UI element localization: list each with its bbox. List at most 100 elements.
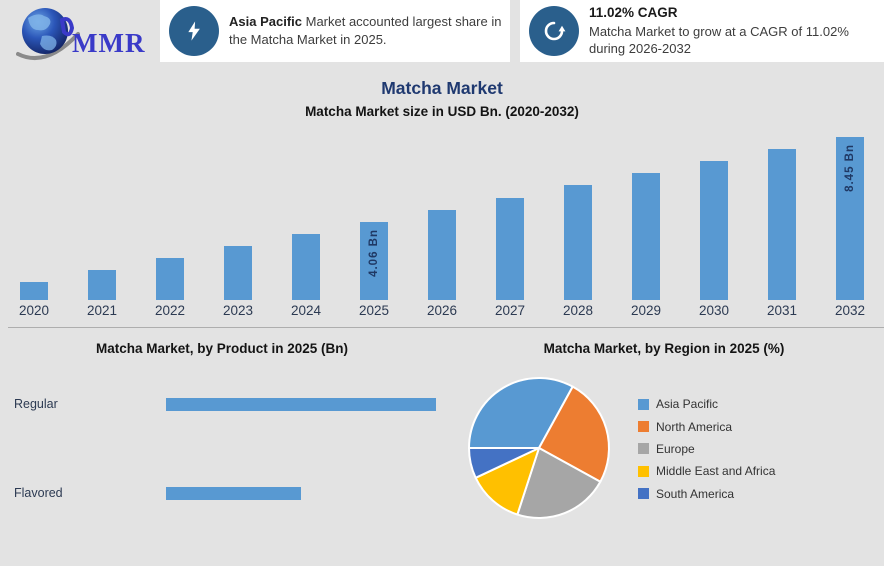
- legend-swatch: [638, 443, 649, 455]
- product-row-regular: Regular: [0, 391, 460, 417]
- mmr-logo: MMR: [16, 2, 164, 64]
- bar-2029: [632, 173, 660, 300]
- globe-icon: [16, 8, 80, 60]
- lightning-bolt-icon: [169, 6, 219, 56]
- product-bar-flavored: [166, 486, 301, 500]
- bar-column-2032: 8.45 Bn 2032: [816, 130, 884, 324]
- bar-2024: [292, 233, 320, 300]
- bar-2027: [496, 197, 524, 300]
- x-axis-divider: [8, 327, 884, 328]
- page-subtitle: Matcha Market size in USD Bn. (2020-2032…: [305, 104, 579, 119]
- bar-column-2023: 2023: [204, 130, 272, 324]
- year-label: 2032: [834, 303, 866, 318]
- cagr-value: 11.02% CAGR: [589, 5, 678, 21]
- pie-slice-middle-east-and-africa: [474, 447, 540, 516]
- product-chart-title: Matcha Market, by Product in 2025 (Bn): [95, 341, 349, 356]
- bar-2032: 8.45 Bn: [836, 137, 864, 300]
- legend-label: Middle East and Africa: [656, 464, 776, 479]
- annual-bar-chart: 2020 2021 2022 2023 2024 4.06 Bn 2025 2026 2027 2…: [0, 130, 884, 324]
- product-label: Flavored: [14, 486, 63, 500]
- year-label: 2022: [154, 303, 186, 318]
- legend-item-europe: Europe: [638, 438, 775, 460]
- bar-area: [680, 130, 748, 300]
- bar-area: [544, 130, 612, 300]
- bar-area: [612, 130, 680, 300]
- bar-area: [748, 130, 816, 300]
- region-pie-chart: [468, 377, 610, 519]
- bar-area: [136, 130, 204, 300]
- legend-swatch: [638, 398, 649, 410]
- year-label: 2030: [698, 303, 730, 318]
- year-label: 2025: [358, 303, 390, 318]
- bar-column-2027: 2027: [476, 130, 544, 324]
- product-label: Regular: [14, 397, 58, 411]
- bar-2023: [224, 245, 252, 300]
- bar-column-2028: 2028: [544, 130, 612, 324]
- bar-area: [0, 130, 68, 300]
- legend-item-south-america: South America: [638, 483, 775, 505]
- legend-label: South America: [656, 486, 735, 501]
- region-legend: Asia Pacific North America Europe Middle Ea…: [638, 393, 775, 505]
- product-bar-chart: Regular Flavored: [0, 390, 460, 520]
- bar-2025: 4.06 Bn: [360, 221, 388, 300]
- bar-value-label: 8.45 Bn: [844, 144, 856, 192]
- year-label: 2024: [290, 303, 322, 318]
- bar-column-2022: 2022: [136, 130, 204, 324]
- bar-column-2020: 2020: [0, 130, 68, 324]
- callout-highlight: Asia Pacific: [229, 14, 302, 30]
- logo-text: MMR: [72, 28, 146, 58]
- bar-area: 4.06 Bn: [340, 130, 408, 300]
- bar-2022: [156, 257, 184, 300]
- callout-cagr: 11.02% CAGR Matcha Market to grow at a C…: [520, 0, 884, 62]
- legend-label: North America: [656, 419, 733, 434]
- bar-2020: [20, 282, 48, 300]
- bar-column-2024: 2024: [272, 130, 340, 324]
- year-label: 2028: [562, 303, 594, 318]
- bar-area: [408, 130, 476, 300]
- bar-column-2031: 2031: [748, 130, 816, 324]
- region-chart-title: Matcha Market, by Region in 2025 (%): [543, 341, 785, 356]
- bar-area: [476, 130, 544, 300]
- pie-slice-south-america: [468, 447, 540, 479]
- product-bar-regular: [166, 397, 436, 411]
- legend-item-asia-pacific: Asia Pacific: [638, 393, 775, 415]
- bar-2030: [700, 161, 728, 300]
- bar-2021: [88, 270, 116, 300]
- page-title: Matcha Market: [381, 78, 503, 98]
- pie-slice-europe: [516, 447, 602, 519]
- callout-cagr-text: 11.02% CAGR Matcha Market to grow at a C…: [589, 4, 884, 57]
- year-label: 2029: [630, 303, 662, 318]
- callout-asia-pacific: Asia Pacific Market accounted largest sh…: [160, 0, 510, 62]
- legend-swatch: [638, 488, 649, 500]
- bar-column-2025: 4.06 Bn 2025: [340, 130, 408, 324]
- legend-item-north-america: North America: [638, 415, 775, 437]
- bar-column-2029: 2029: [612, 130, 680, 324]
- bar-column-2030: 2030: [680, 130, 748, 324]
- bar-2031: [768, 149, 796, 300]
- bar-2026: [428, 209, 456, 300]
- year-label: 2031: [766, 303, 798, 318]
- legend-item-middle-east-and-africa: Middle East and Africa: [638, 460, 775, 482]
- year-label: 2020: [18, 303, 50, 318]
- legend-label: Asia Pacific: [656, 397, 719, 412]
- bar-area: [68, 130, 136, 300]
- product-row-flavored: Flavored: [0, 480, 460, 506]
- bar-value-label: 4.06 Bn: [368, 228, 380, 277]
- growth-cycle-icon: [529, 6, 579, 56]
- year-label: 2021: [86, 303, 118, 318]
- bar-area: [204, 130, 272, 300]
- callout-asia-pacific-text: Asia Pacific Market accounted largest sh…: [229, 13, 510, 48]
- bar-2028: [564, 185, 592, 300]
- year-label: 2027: [494, 303, 526, 318]
- bar-column-2021: 2021: [68, 130, 136, 324]
- legend-swatch: [638, 465, 649, 477]
- pie-slice-north-america: [538, 385, 610, 483]
- legend-label: Europe: [656, 441, 695, 456]
- callout-body: Market accounted largest share in the Ma…: [229, 14, 502, 47]
- year-label: 2026: [426, 303, 458, 318]
- year-label: 2023: [222, 303, 254, 318]
- bar-area: [272, 130, 340, 300]
- legend-swatch: [638, 421, 649, 433]
- cagr-description: Matcha Market to grow at a CAGR of 11.02…: [589, 23, 849, 57]
